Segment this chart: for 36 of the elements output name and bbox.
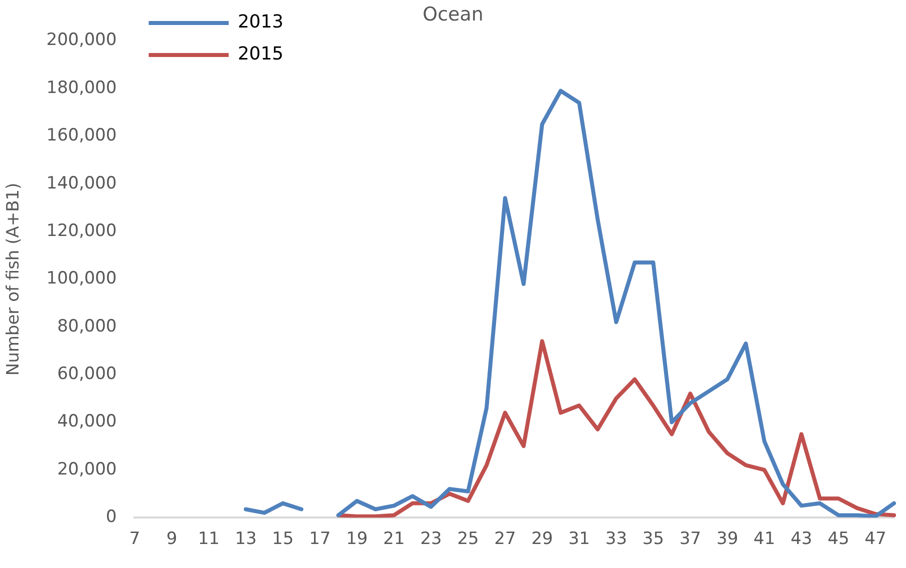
y-tick-label: 0 <box>106 507 117 528</box>
y-tick-label: 140,000 <box>46 173 117 194</box>
x-tick-label: 17 <box>309 529 331 550</box>
x-tick-label: 27 <box>494 529 516 550</box>
x-tick-label: 41 <box>754 529 776 550</box>
x-tick-label: 15 <box>272 529 294 550</box>
y-tick-label: 200,000 <box>46 30 117 50</box>
y-tick-label: 80,000 <box>57 316 117 336</box>
x-tick-label: 39 <box>716 529 738 550</box>
chart-title: Ocean <box>422 3 484 26</box>
x-tick-label: 9 <box>166 529 178 550</box>
x-tick-label: 11 <box>198 529 220 550</box>
y-tick-label: 60,000 <box>57 364 117 384</box>
x-tick-label: 21 <box>383 529 405 550</box>
x-tick-label: 29 <box>531 529 553 550</box>
x-tick-label: 37 <box>679 529 702 550</box>
x-tick-label: 25 <box>457 529 479 550</box>
x-tick-label: 31 <box>568 529 590 550</box>
x-tick-label: 7 <box>129 529 140 550</box>
x-tick-label: 23 <box>420 529 442 550</box>
legend-label: 2013 <box>238 12 284 33</box>
x-tick-label: 33 <box>605 529 628 550</box>
x-tick-label: 35 <box>642 529 664 550</box>
y-tick-label: 180,000 <box>46 78 117 98</box>
x-tick-label: 43 <box>790 529 812 550</box>
y-axis-title: Number of fish (A+B1) <box>4 182 24 376</box>
y-tick-label: 120,000 <box>46 220 117 241</box>
x-tick-label: 45 <box>828 529 850 550</box>
y-tick-label: 40,000 <box>57 412 117 432</box>
x-tick-label: 13 <box>234 529 257 550</box>
x-tick-label: 19 <box>346 529 368 550</box>
y-tick-label: 160,000 <box>46 126 117 146</box>
legend-label: 2015 <box>238 44 284 65</box>
y-tick-label: 20,000 <box>57 459 117 480</box>
y-tick-label: 100,000 <box>46 268 117 289</box>
x-tick-label: 47 <box>864 529 886 550</box>
